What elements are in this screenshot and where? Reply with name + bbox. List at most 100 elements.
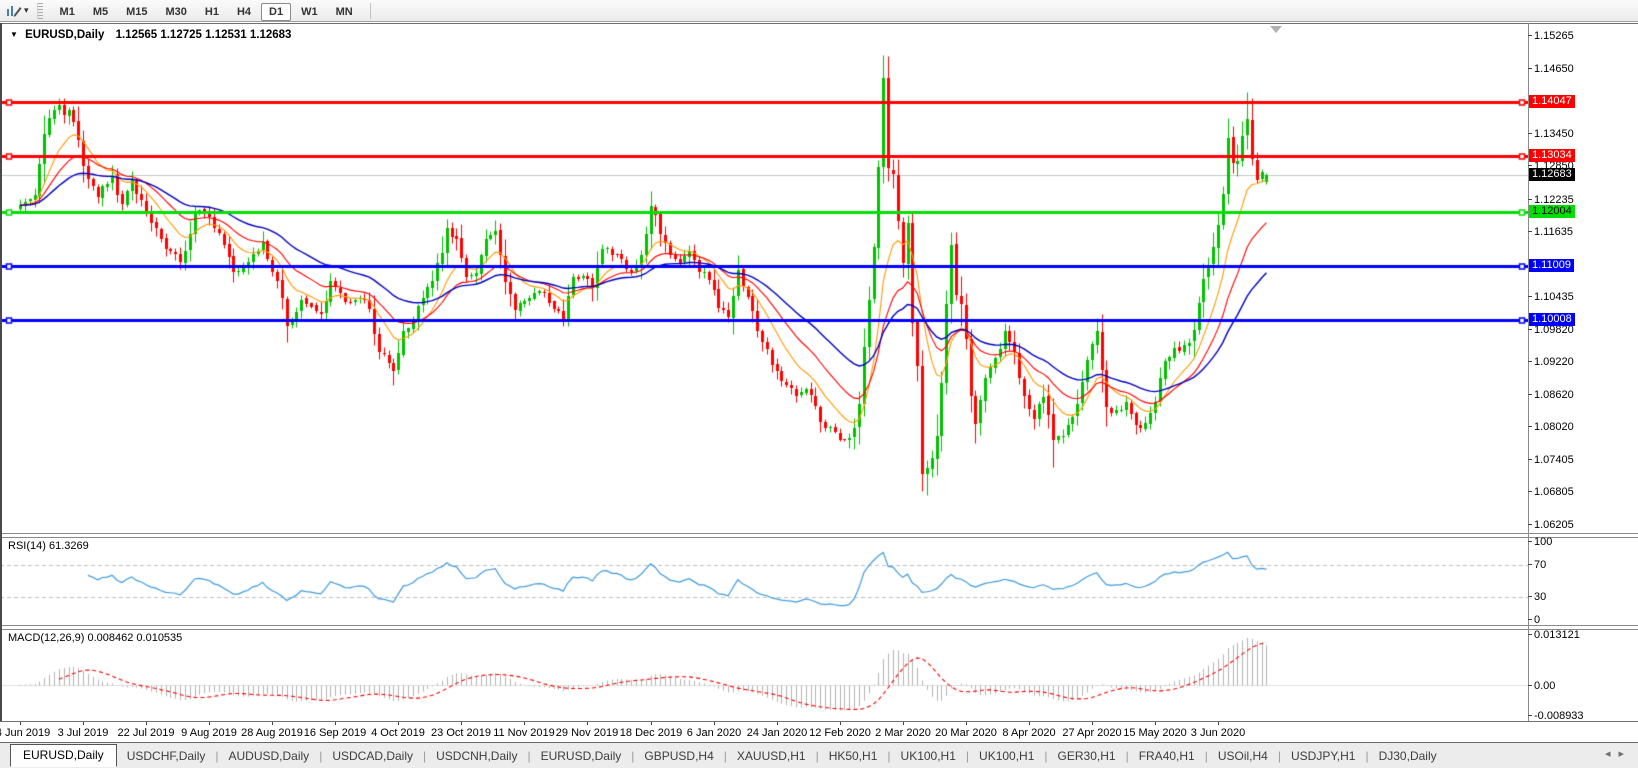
panel-splitter-rsi[interactable] [0, 533, 1638, 538]
timeframe-button-group: M1 M5 M15 M30 H1 H4 D1 W1 MN [51, 2, 362, 21]
tab-separator: | [815, 748, 819, 763]
tab-uk100-h1[interactable]: UK100,H1 [979, 748, 1035, 763]
chart-tools-icon[interactable] [4, 3, 24, 19]
tab-separator: | [1204, 748, 1208, 763]
toolbar-grip-handle[interactable] [36, 2, 43, 19]
date-label: 8 Apr 2020 [1002, 727, 1056, 739]
toolbar-separator [369, 2, 371, 19]
date-tick [83, 722, 84, 725]
tab-separator: | [1277, 748, 1281, 763]
chart-shift-marker-icon[interactable] [1270, 26, 1282, 33]
tab-scroll-right-icon[interactable]: ▸ [1618, 748, 1624, 760]
tab-dj30-daily[interactable]: DJ30,Daily [1378, 748, 1437, 763]
price-tick-label: 1.13450 [1528, 127, 1574, 140]
chart-title: ▼ EURUSD,Daily 1.12565 1.12725 1.12531 1… [10, 29, 291, 41]
date-label: 22 Jul 2019 [117, 727, 175, 739]
price-tick-label: 1.15265 [1528, 30, 1574, 43]
date-tick [524, 722, 525, 725]
tab-gbpusd-h4[interactable]: GBPUSD,H4 [644, 748, 714, 763]
tab-eurusd-daily[interactable]: EURUSD,Daily [540, 748, 622, 763]
date-label: 15 May 2020 [1123, 727, 1187, 739]
tab-ger30-h1[interactable]: GER30,H1 [1057, 748, 1116, 763]
date-label: 12 Feb 2020 [809, 727, 871, 739]
chart-ohlc-values: 1.12565 1.12725 1.12531 1.12683 [115, 29, 292, 41]
tab-scroll-left-icon[interactable]: ◂ [1604, 748, 1611, 760]
tab-separator: | [215, 748, 219, 763]
price-tick-label: 1.14650 [1528, 63, 1574, 76]
date-tick [272, 722, 273, 725]
tab-scroll-arrows: ◂ ▸ [1605, 748, 1624, 760]
panel-splitter-macd[interactable] [0, 625, 1638, 630]
price-tick-label: 1.06205 [1528, 518, 1574, 531]
tab-uk100-h1[interactable]: UK100,H1 [900, 748, 956, 763]
timeframe-button-D1[interactable]: D1 [261, 2, 292, 21]
tab-usdcad-daily[interactable]: USDCAD,Daily [332, 748, 413, 763]
price-tick-label: 1.09820 [1528, 323, 1574, 336]
timeframe-button-W1[interactable]: W1 [301, 5, 318, 18]
macd-indicator-label: MACD(12,26,9) 0.008462 0.010535 [8, 632, 183, 644]
chart-pencil-glyph [7, 5, 22, 17]
date-tick [461, 722, 462, 725]
price-level-label: 1.11009 [1529, 258, 1574, 272]
macd-axis-label: 0.00 [1527, 679, 1556, 692]
date-label: 27 Apr 2020 [1062, 727, 1122, 739]
tab-eurusd-daily[interactable]: EURUSD,Daily [10, 744, 117, 767]
tab-usoil-h4[interactable]: USOil,H4 [1217, 748, 1268, 763]
date-tick [651, 722, 652, 725]
date-label: 18 Dec 2019 [619, 727, 683, 739]
rsi-axis-label: 0 [1527, 614, 1541, 626]
date-tick [1029, 722, 1030, 725]
chart-left-border [0, 23, 2, 742]
tab-separator: | [1044, 748, 1048, 763]
tab-usdcnh-daily[interactable]: USDCNH,Daily [436, 748, 518, 763]
tab-separator: | [319, 748, 323, 763]
date-label: 16 Sep 2019 [303, 727, 367, 739]
tab-separator: | [631, 748, 635, 763]
timeframe-button-M15[interactable]: M15 [126, 5, 148, 18]
current-price-label: 1.12683 [1529, 168, 1575, 182]
price-tick-label: 1.09220 [1528, 356, 1574, 369]
price-tick-label: 1.07405 [1528, 454, 1574, 467]
timeframe-button-H4[interactable]: H4 [236, 5, 252, 18]
macd-axis-label: 0.013121 [1528, 628, 1580, 641]
date-tick [840, 722, 841, 725]
tab-usdjpy-h1[interactable]: USDJPY,H1 [1290, 748, 1356, 763]
macd-indicator-canvas[interactable] [0, 628, 1528, 721]
timeframe-button-MN[interactable]: MN [335, 5, 353, 18]
tools-dropdown-caret-icon[interactable]: ▾ [24, 5, 29, 15]
price-tick-label: 1.08020 [1528, 420, 1574, 433]
price-tick-label: 1.06805 [1528, 486, 1574, 499]
tab-separator: | [1125, 748, 1129, 763]
date-tick [777, 722, 778, 725]
rsi-axis-label: 100 [1527, 536, 1553, 548]
date-tick [1092, 722, 1093, 725]
date-label: 2 Mar 2020 [875, 727, 931, 739]
timeframe-button-M5[interactable]: M5 [92, 5, 109, 18]
date-label: 29 Nov 2019 [555, 727, 619, 739]
macd-axis-label: -0.008933 [1528, 710, 1584, 722]
timeframe-button-M1[interactable]: M1 [59, 5, 75, 18]
date-label: 11 Nov 2019 [493, 727, 555, 739]
price-tick-label: 1.11635 [1528, 225, 1573, 238]
symbol-tab-bar: EURUSD,Daily USDCHF,Daily | AUDUSD,Daily | US… [0, 742, 1638, 768]
tab-xauusd-h1[interactable]: XAUUSD,H1 [736, 748, 806, 763]
tab-fra40-h1[interactable]: FRA40,H1 [1138, 748, 1195, 763]
date-label: 9 Aug 2019 [181, 727, 237, 739]
date-label: 6 Jan 2020 [686, 727, 742, 739]
tab-audusd-daily[interactable]: AUDUSD,Daily [228, 748, 310, 763]
price-tick-label: 1.08620 [1528, 388, 1574, 401]
tab-separator: | [1365, 748, 1369, 763]
symbol-tabs: EURUSD,Daily USDCHF,Daily | AUDUSD,Daily | US… [0, 744, 1447, 767]
timeframe-button-H1[interactable]: H1 [204, 5, 219, 18]
date-tick [146, 722, 147, 725]
rsi-indicator-label: RSI(14) 61.3269 [8, 540, 89, 552]
toolbar: ▾ M1 M5 M15 M30 H1 H4 D1 W1 MN [0, 0, 1638, 22]
tab-hk50-h1[interactable]: HK50,H1 [828, 748, 878, 763]
timeframe-button-M30[interactable]: M30 [165, 5, 187, 18]
main-price-chart-canvas[interactable] [0, 23, 1528, 533]
tab-usdchf-daily[interactable]: USDCHF,Daily [126, 748, 206, 763]
chart-menu-icon[interactable]: ▼ [10, 30, 18, 39]
rsi-indicator-canvas[interactable] [0, 536, 1528, 625]
tab-separator: | [423, 748, 427, 763]
